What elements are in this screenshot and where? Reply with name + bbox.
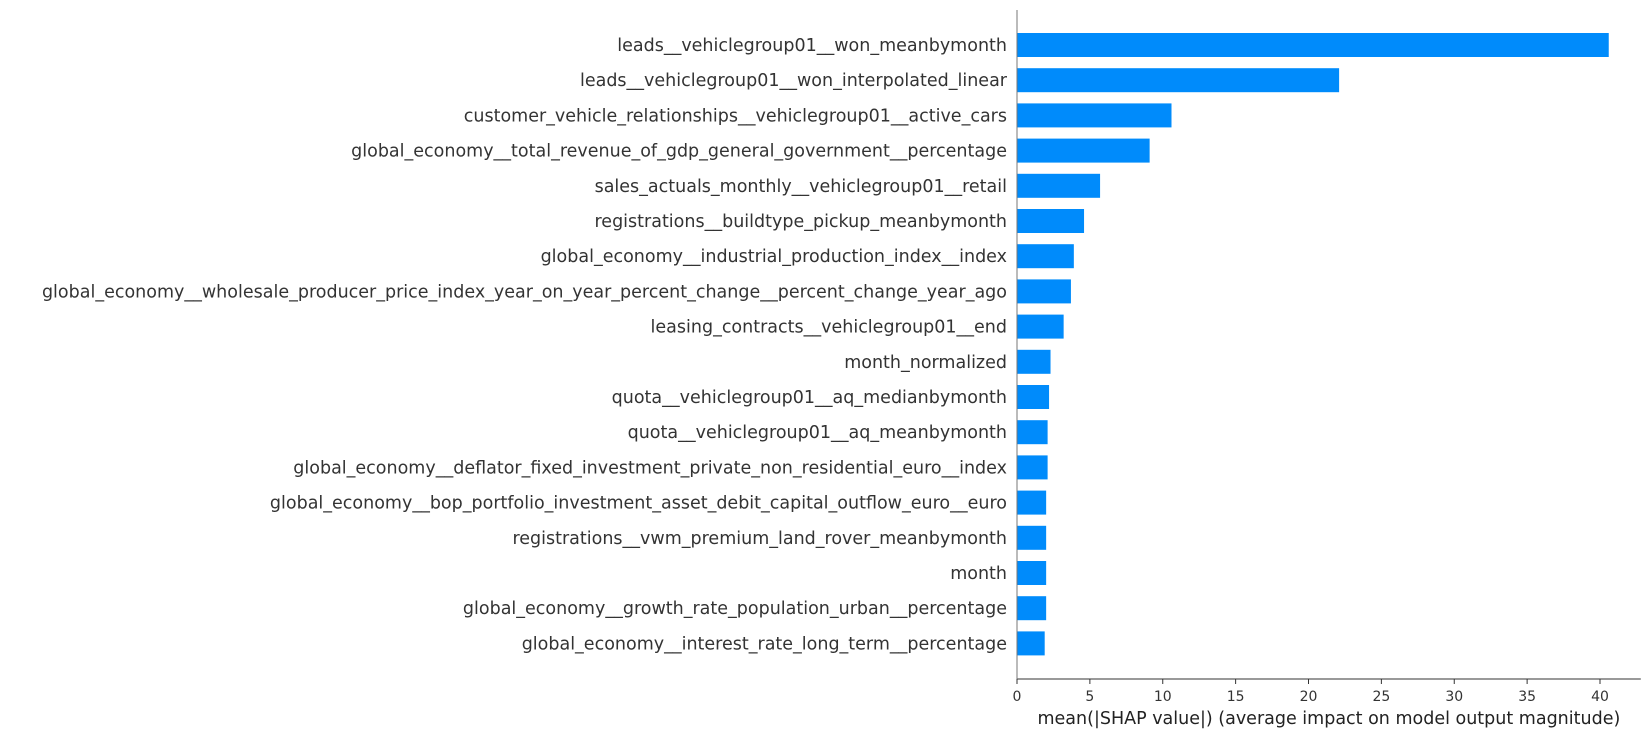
x-tick-label: 20 (1300, 689, 1318, 705)
category-label: global_economy__deflator_fixed_investmen… (293, 458, 1007, 478)
x-tick-label: 10 (1154, 689, 1172, 705)
category-label: month (950, 564, 1007, 584)
bar (1017, 103, 1172, 128)
bar (1017, 279, 1071, 304)
bar (1017, 244, 1074, 269)
bar (1017, 385, 1050, 409)
category-label: leasing_contracts__vehiclegroup01__end (651, 318, 1007, 338)
bar (1017, 596, 1047, 621)
bar (1017, 33, 1609, 57)
category-label: registrations__buildtype_pickup_meanbymo… (595, 212, 1008, 232)
category-label: sales_actuals_monthly__vehiclegroup01__r… (595, 177, 1007, 197)
x-tick-label: 0 (1013, 689, 1022, 705)
x-axis: 0 5 10 15 20 25 30 35 40 (1013, 678, 1641, 705)
bar (1017, 631, 1045, 656)
x-tick-label: 40 (1591, 689, 1609, 705)
bar (1017, 349, 1051, 374)
x-tick-label: 30 (1445, 689, 1463, 705)
bar (1017, 561, 1047, 585)
x-tick-label: 35 (1518, 689, 1536, 705)
category-label: leads__vehiclegroup01__won_interpolated_… (580, 71, 1008, 91)
bar (1017, 209, 1085, 233)
category-label: global_economy__bop_portfolio_investment… (270, 494, 1007, 514)
category-label: global_economy__total_revenue_of_gdp_gen… (351, 142, 1007, 162)
bars-group (1017, 33, 1609, 656)
bar (1017, 455, 1048, 480)
x-axis-label: mean(|SHAP value|) (average impact on mo… (1037, 709, 1620, 729)
category-label: customer_vehicle_relationships__vehicleg… (464, 106, 1007, 126)
bar (1017, 173, 1101, 198)
x-tick-label: 15 (1227, 689, 1245, 705)
x-tick-label: 25 (1372, 689, 1390, 705)
category-label: global_economy__industrial_production_in… (541, 247, 1007, 267)
bar (1017, 314, 1064, 339)
category-label: global_economy__growth_rate_population_u… (463, 599, 1007, 619)
category-label: registrations__vwm_premium_land_rover_me… (512, 529, 1007, 549)
bar (1017, 138, 1150, 163)
category-label: quota__vehiclegroup01__aq_medianbymonth (612, 388, 1007, 408)
category-labels-group: leads__vehiclegroup01__won_meanbymonthle… (42, 36, 1008, 654)
x-tick-label: 5 (1085, 689, 1094, 705)
category-label: month_normalized (844, 353, 1007, 373)
category-label: global_economy__interest_rate_long_term_… (522, 634, 1007, 654)
category-label: global_economy__wholesale_producer_price… (42, 282, 1007, 302)
bar (1017, 68, 1340, 93)
bar (1017, 525, 1047, 550)
category-label: quota__vehiclegroup01__aq_meanbymonth (628, 423, 1007, 443)
category-label: leads__vehiclegroup01__won_meanbymonth (617, 36, 1007, 56)
bar (1017, 490, 1047, 515)
bar (1017, 420, 1048, 445)
